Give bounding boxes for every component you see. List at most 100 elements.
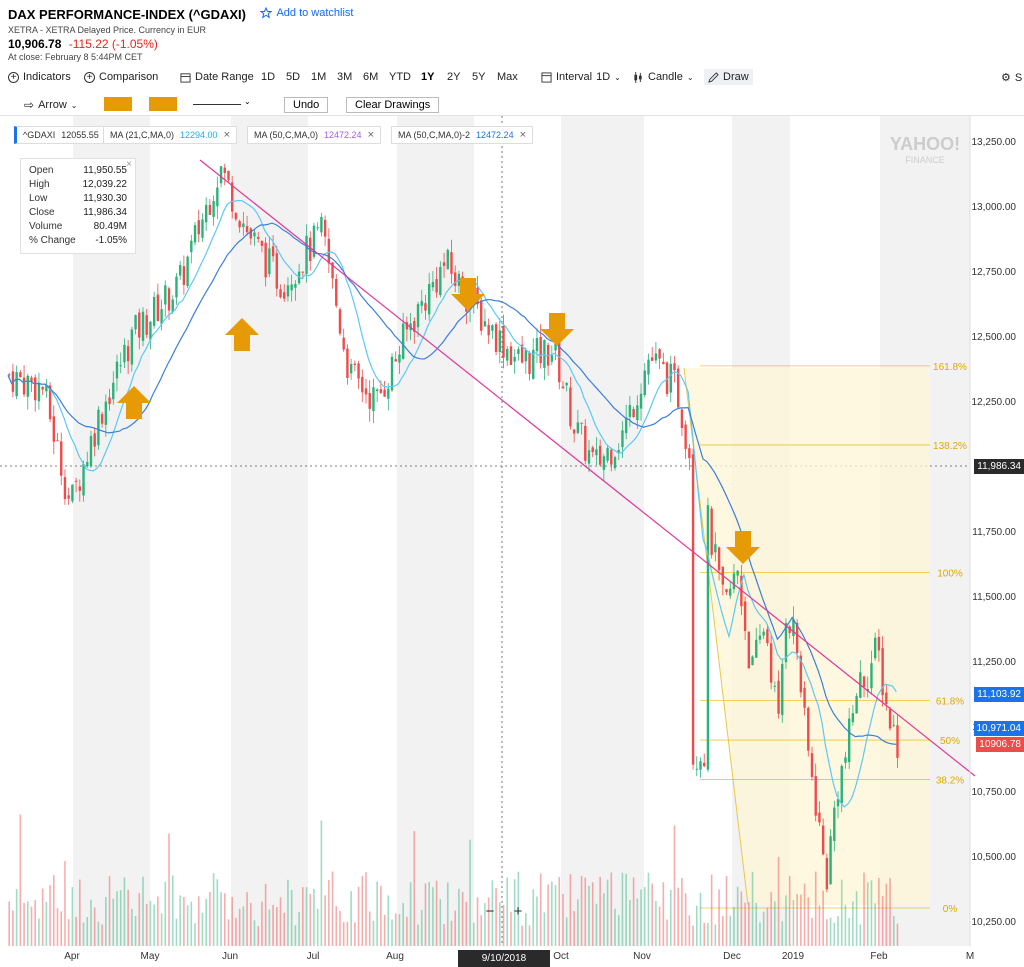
candle-body bbox=[193, 225, 197, 243]
candle-body bbox=[621, 430, 624, 448]
candle-body bbox=[249, 228, 252, 239]
date-range-button[interactable]: Date Range bbox=[180, 71, 254, 83]
range-5d[interactable]: 5D bbox=[286, 71, 301, 83]
volume-bar bbox=[268, 909, 271, 946]
candle-body bbox=[52, 416, 55, 442]
volume-bar bbox=[387, 895, 390, 946]
line-color-swatch[interactable] bbox=[149, 97, 177, 111]
volume-bar bbox=[647, 872, 650, 946]
candle-body bbox=[873, 637, 877, 659]
candle-body bbox=[810, 753, 814, 777]
draw-button[interactable]: Draw bbox=[704, 69, 753, 85]
candle-body bbox=[405, 322, 409, 330]
chevron-down-icon[interactable]: ⌄ bbox=[244, 97, 251, 106]
close-icon[interactable]: × bbox=[367, 129, 374, 141]
volume-bar bbox=[209, 891, 211, 946]
volume-bar bbox=[372, 920, 375, 946]
volume-bar bbox=[446, 882, 449, 946]
candle-body bbox=[123, 344, 126, 363]
candle-body bbox=[769, 643, 773, 683]
candle-body bbox=[509, 346, 513, 365]
candle-body bbox=[279, 289, 282, 298]
candle-body bbox=[204, 204, 208, 223]
line-style-selector[interactable] bbox=[193, 104, 241, 105]
arrow-tool-dropdown[interactable]: ⇨ Arrow ⌄ bbox=[24, 98, 78, 112]
legend-symbol[interactable]: ^GDAXI 12055.55 bbox=[14, 126, 106, 144]
candle-body bbox=[383, 389, 386, 397]
range-3m[interactable]: 3M bbox=[337, 71, 353, 83]
candle-body bbox=[535, 338, 539, 352]
clear-drawings-button[interactable]: Clear Drawings bbox=[346, 97, 440, 113]
candle-body bbox=[888, 709, 892, 729]
candle-body bbox=[457, 273, 461, 286]
range-1m[interactable]: 1M bbox=[311, 71, 327, 83]
candle-body bbox=[427, 283, 431, 315]
candle-body bbox=[394, 359, 397, 362]
candle-body bbox=[156, 294, 160, 322]
candle-body bbox=[714, 544, 717, 553]
range-2y[interactable]: 2Y bbox=[447, 71, 461, 83]
settings-button[interactable]: ⚙ S bbox=[1001, 71, 1023, 85]
legend-ma2[interactable]: MA (50,C,MA,0) 12472.24 × bbox=[247, 126, 381, 144]
zoom-out-button[interactable]: − bbox=[485, 902, 495, 920]
undo-button[interactable]: Undo bbox=[284, 97, 329, 113]
range-max[interactable]: Max bbox=[497, 71, 518, 83]
chart-type-dropdown[interactable]: Candle ⌄ bbox=[633, 71, 694, 83]
candle-body bbox=[63, 477, 67, 500]
candle-body bbox=[851, 713, 855, 723]
range-1d[interactable]: 1D bbox=[261, 71, 276, 83]
comparison-button[interactable]: + Comparison bbox=[84, 71, 158, 83]
volume-bar bbox=[740, 891, 743, 946]
annotation-arrow-up bbox=[225, 318, 259, 351]
volume-bar bbox=[216, 879, 219, 946]
close-icon[interactable]: × bbox=[519, 129, 527, 141]
volume-bar bbox=[346, 921, 349, 946]
indicators-button[interactable]: + Indicators bbox=[8, 71, 71, 83]
range-ytd[interactable]: YTD bbox=[389, 71, 411, 83]
volume-bar bbox=[692, 925, 694, 946]
volume-bar bbox=[669, 890, 672, 946]
ma-21-line bbox=[7, 199, 897, 808]
candle-body bbox=[416, 304, 420, 328]
candle-body bbox=[375, 389, 379, 392]
candle-body bbox=[398, 354, 401, 363]
candle-body bbox=[435, 279, 438, 293]
close-icon[interactable]: × bbox=[126, 159, 132, 170]
settings-label: S bbox=[1014, 71, 1023, 84]
volume-bar bbox=[350, 891, 352, 946]
zoom-in-button[interactable]: + bbox=[513, 902, 523, 920]
volume-bar bbox=[105, 896, 107, 946]
volume-bar bbox=[272, 904, 274, 946]
volume-bar bbox=[770, 892, 772, 946]
price-chart[interactable]: 161.8% 138.2% 100% 61.8% 50% 38.2% 0% 13,250.0… bbox=[0, 116, 1024, 967]
x-axis: Apr May Jun Jul Aug Oct Nov Dec 2019 Feb M bbox=[64, 951, 974, 962]
add-to-watchlist-button[interactable]: Add to watchlist bbox=[260, 7, 354, 19]
volume-bar bbox=[335, 906, 338, 946]
volume-bar bbox=[632, 877, 635, 946]
candle-body bbox=[847, 718, 851, 763]
candle-body bbox=[684, 424, 687, 449]
volume-bar bbox=[331, 871, 334, 946]
candle-body bbox=[379, 389, 383, 393]
volume-bar bbox=[591, 882, 594, 946]
legend-ma1[interactable]: MA (21,C,MA,0) 12294.00 × bbox=[103, 126, 237, 144]
volume-bar bbox=[242, 906, 245, 946]
volume-bar bbox=[316, 908, 319, 946]
range-1y[interactable]: 1Y bbox=[421, 71, 435, 83]
range-6m[interactable]: 6M bbox=[363, 71, 379, 83]
volume-bar bbox=[380, 885, 382, 946]
candle-body bbox=[338, 309, 342, 334]
legend-ma3[interactable]: MA (50,C,MA,0)-2 12472.24 × bbox=[391, 126, 534, 144]
close-icon[interactable]: × bbox=[223, 129, 230, 141]
volume-bar bbox=[45, 901, 48, 946]
volume-bar bbox=[855, 891, 858, 946]
range-5y[interactable]: 5Y bbox=[472, 71, 486, 83]
candle-body bbox=[275, 253, 278, 289]
volume-bar bbox=[287, 879, 289, 946]
x-tick-label: May bbox=[141, 951, 160, 962]
fill-color-swatch[interactable] bbox=[104, 97, 132, 111]
candle-body bbox=[840, 765, 843, 804]
volume-bar bbox=[134, 915, 137, 946]
volume-bar bbox=[610, 872, 613, 946]
interval-dropdown[interactable]: Interval 1D ⌄ bbox=[541, 71, 621, 83]
